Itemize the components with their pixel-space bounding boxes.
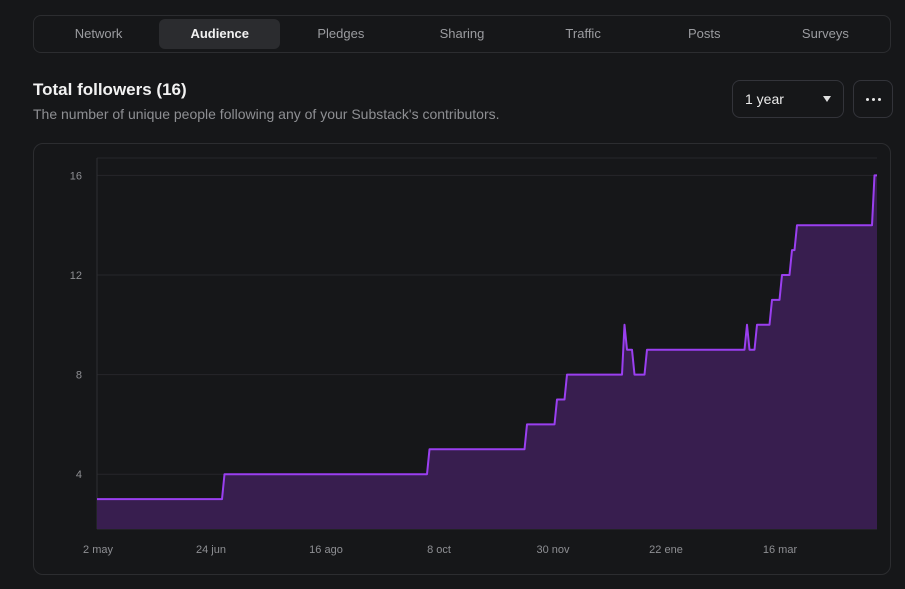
- x-tick-label: 16 mar: [763, 544, 798, 556]
- series-area: [97, 175, 877, 529]
- y-tick-label: 12: [70, 270, 82, 282]
- page-title: Total followers (16): [33, 80, 187, 99]
- tab-traffic[interactable]: Traffic: [565, 26, 601, 41]
- time-range-select[interactable]: 1 year: [732, 80, 844, 118]
- tab-audience[interactable]: Audience: [159, 19, 281, 49]
- y-tick-label: 8: [76, 370, 82, 382]
- x-tick-label: 22 ene: [649, 544, 683, 556]
- x-tick-label: 2 may: [83, 544, 113, 556]
- page-subtitle: The number of unique people following an…: [33, 106, 500, 122]
- x-tick-label: 16 ago: [309, 544, 343, 556]
- tab-posts[interactable]: Posts: [688, 26, 721, 41]
- x-tick-label: 30 nov: [536, 544, 570, 556]
- y-tick-label: 4: [76, 469, 82, 481]
- tab-sharing[interactable]: Sharing: [439, 26, 485, 41]
- series-line: [97, 174, 877, 501]
- tab-surveys[interactable]: Surveys: [801, 26, 849, 41]
- chart-card: 4 8 12 16 2 may 24 jun 16 ago 8 oct 30 nov 22 ene…: [33, 143, 891, 575]
- tab-bar: Network Audience Pledges Sharing Traffic…: [33, 15, 891, 53]
- time-range-value: 1 year: [745, 91, 784, 107]
- x-tick-label: 8 oct: [427, 544, 451, 556]
- tab-network[interactable]: Network: [74, 26, 123, 41]
- caret-down-icon: [823, 96, 831, 102]
- more-options-button[interactable]: [853, 80, 893, 118]
- followers-chart: 4 8 12 16 2 may 24 jun 16 ago 8 oct 30 nov 22 ene…: [70, 157, 877, 556]
- tab-pledges[interactable]: Pledges: [317, 26, 365, 41]
- y-tick-label: 16: [70, 170, 82, 182]
- more-horizontal-icon: [864, 97, 882, 101]
- x-tick-label: 24 jun: [196, 544, 226, 556]
